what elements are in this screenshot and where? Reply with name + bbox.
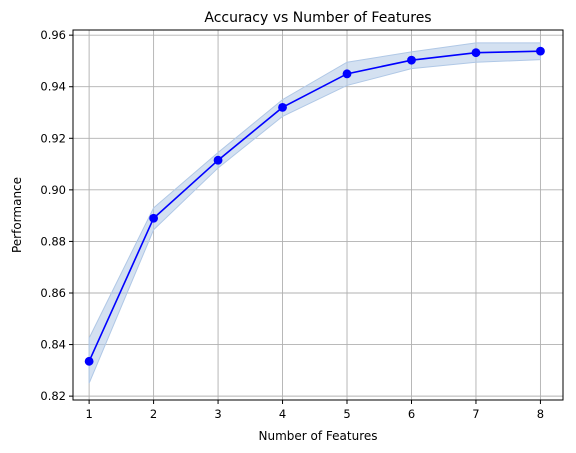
y-tick-label: 0.92 [40,131,66,145]
x-tick-label: 1 [85,407,92,421]
data-point [471,48,481,58]
x-tick-label: 4 [279,407,286,421]
x-axis-label: Number of Features [259,429,378,443]
x-tick-label: 5 [343,407,350,421]
performance-line [88,50,541,362]
x-tick-label: 3 [214,407,221,421]
x-tick-label: 7 [472,407,479,421]
data-point [342,69,352,79]
y-tick-label: 0.94 [40,80,66,94]
y-tick-label: 0.96 [40,28,66,42]
grid [73,30,563,400]
data-points [84,46,545,366]
x-tick-label: 8 [537,407,544,421]
data-point [84,356,94,366]
data-point [149,213,158,223]
chart-title: Accuracy vs Number of Features [204,10,431,26]
y-tick-label: 0.88 [40,234,66,248]
y-tick-label: 0.82 [40,389,66,403]
plot-frame [72,29,564,401]
y-tick-label: 0.86 [40,286,66,300]
confidence-band [88,42,541,384]
data-point [278,102,287,112]
x-axis-ticks: 1 2 3 4 5 6 7 8 [85,400,544,421]
y-axis-ticks: 0.82 0.84 0.86 0.88 0.90 0.92 0.94 0.96 [40,28,73,403]
x-tick-label: 2 [150,407,157,421]
series-line [88,50,541,362]
data-point [213,155,223,165]
x-tick-label: 6 [408,407,415,421]
y-tick-label: 0.90 [40,183,66,197]
data-point [407,55,416,65]
confidence-band-area [88,42,541,384]
y-axis-label: Performance [10,177,24,253]
y-tick-label: 0.84 [40,338,66,352]
data-point [536,46,545,56]
